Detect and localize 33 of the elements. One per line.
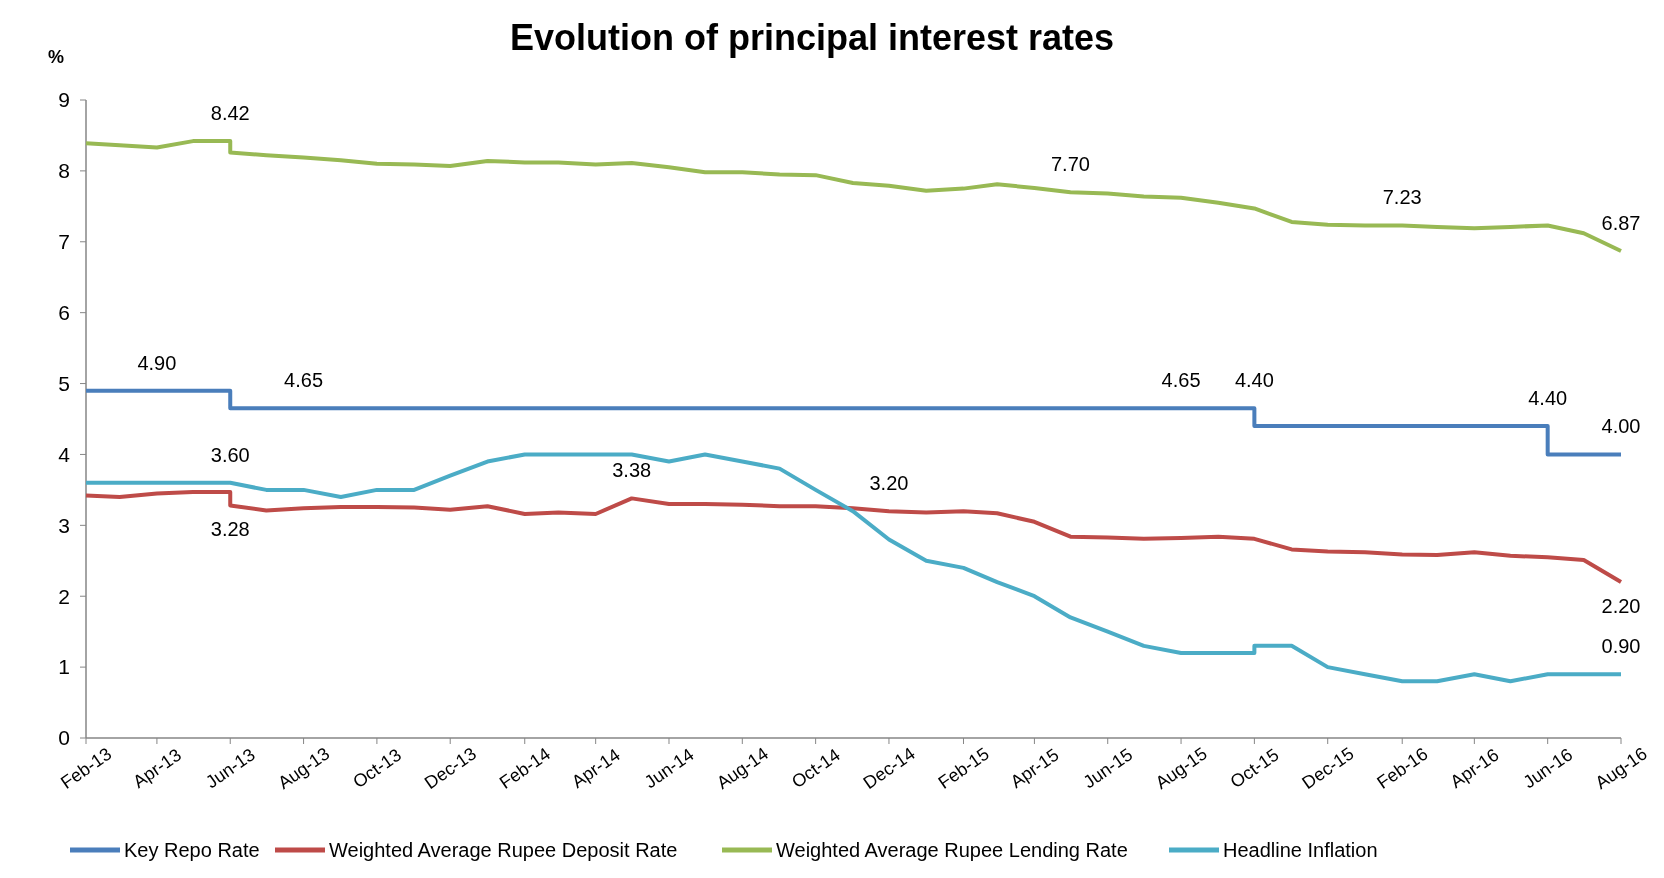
annotation: 7.23 xyxy=(1382,186,1422,209)
annotation: 3.60 xyxy=(210,443,250,466)
y-tick-label: 6 xyxy=(58,301,70,325)
annotation: 4.40 xyxy=(1528,387,1568,410)
legend-label: Headline Inflation xyxy=(1223,839,1378,861)
y-tick-label: 4 xyxy=(58,442,71,466)
legend-label: Weighted Average Rupee Deposit Rate xyxy=(329,839,678,861)
y-tick-label: 2 xyxy=(58,584,70,608)
y-tick-label: 8 xyxy=(58,159,70,183)
y-tick-label: 3 xyxy=(58,513,70,537)
y-tick-label: 1 xyxy=(58,655,70,679)
annotation: 4.65 xyxy=(284,369,324,392)
y-tick-label: 5 xyxy=(58,371,70,395)
annotation: 4.90 xyxy=(137,351,177,374)
annotation: 4.40 xyxy=(1234,369,1274,392)
annotation: 3.38 xyxy=(612,459,652,482)
annotation: 6.87 xyxy=(1601,211,1641,234)
line-series xyxy=(84,490,1623,585)
y-tick-label: 0 xyxy=(58,726,70,750)
y-tick-label: 9 xyxy=(58,88,70,112)
annotation: 2.20 xyxy=(1601,595,1641,618)
annotation: 0.90 xyxy=(1601,635,1641,658)
annotation: 3.20 xyxy=(869,472,909,495)
annotation: 4.65 xyxy=(1161,369,1201,392)
legend-label: Key Repo Rate xyxy=(124,839,260,861)
annotation: 3.28 xyxy=(210,518,250,541)
y-tick-label: 7 xyxy=(58,230,70,254)
annotation: 4.00 xyxy=(1601,415,1641,438)
legend-label: Weighted Average Rupee Lending Rate xyxy=(776,839,1128,861)
y-axis-title: % xyxy=(47,47,65,67)
annotation: 7.70 xyxy=(1051,153,1090,176)
annotation: 8.42 xyxy=(210,102,250,125)
chart-title: Evolution of principal interest rates xyxy=(509,17,1115,58)
